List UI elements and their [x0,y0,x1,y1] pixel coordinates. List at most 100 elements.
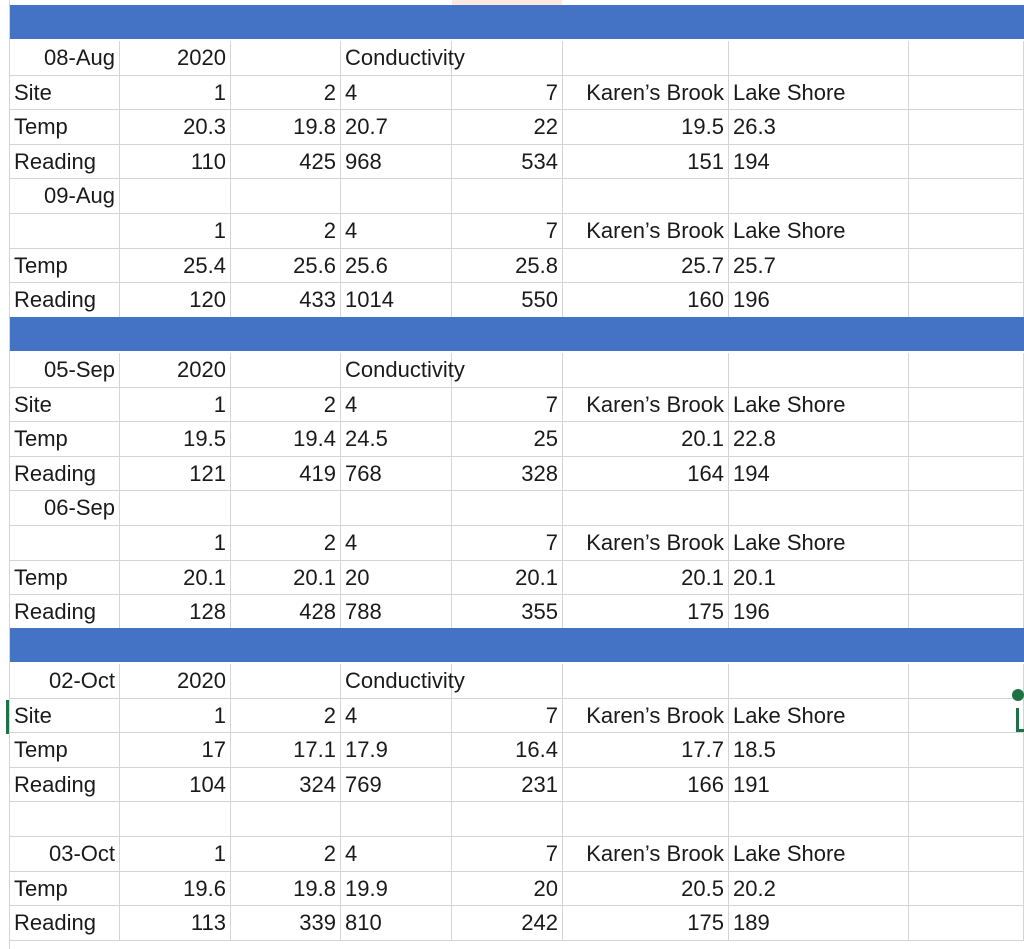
cell-site-4[interactable]: Conductivity [341,664,465,699]
cell-lake-shore[interactable] [729,802,909,837]
cell-lake-shore[interactable] [729,353,909,388]
cell-site-7[interactable]: 7 [452,837,563,872]
cell-empty[interactable] [909,733,1024,768]
cell-karens-brook[interactable] [563,664,729,699]
cell-empty[interactable] [909,560,1024,596]
cell-site-4[interactable] [341,179,452,214]
cell-site-7[interactable]: 231 [452,767,563,803]
cell-empty[interactable] [909,491,1024,526]
cell-site-7[interactable]: 328 [452,456,563,492]
cell-label[interactable]: Reading [10,767,120,803]
cell-karens-brook[interactable] [563,802,729,837]
cell-label[interactable]: Temp [10,733,120,768]
cell-lake-shore[interactable]: Lake Shore [729,526,909,561]
cell-site-2[interactable]: 419 [231,456,341,492]
cell-site-4[interactable]: 769 [341,767,452,803]
cell-site-7[interactable] [452,664,563,699]
cell-empty[interactable] [909,837,1024,872]
cell-site-7[interactable]: 20.1 [452,560,563,596]
cell-site-2[interactable]: 2 [231,75,341,111]
cell-site-2[interactable]: 2 [231,837,341,872]
cell-site-1[interactable]: 19.6 [120,871,231,907]
cell-lake-shore[interactable]: 196 [729,283,909,318]
cell-site-4[interactable]: 19.9 [341,871,452,907]
cell-site-1[interactable]: 20.1 [120,560,231,596]
cell-site-2[interactable]: 433 [231,283,341,318]
cell-site-1[interactable]: 1 [120,698,231,734]
cell-site-1[interactable]: 25.4 [120,248,231,284]
cell-site-4[interactable]: 4 [341,387,452,423]
cell-label[interactable]: Site [10,698,120,734]
cell-site-2[interactable] [231,41,341,76]
cell-site-4[interactable]: 968 [341,144,452,180]
cell-lake-shore[interactable]: Lake Shore [729,387,909,423]
cell-label[interactable]: Reading [10,456,120,492]
cell-site-4[interactable]: 24.5 [341,422,452,457]
cell-empty[interactable] [909,214,1024,249]
cell-site-1[interactable]: 110 [120,144,231,180]
cell-site-2[interactable]: 19.8 [231,110,341,145]
cell-label[interactable]: Temp [10,110,120,145]
cell-site-4[interactable]: 768 [341,456,452,492]
cell-lake-shore[interactable]: 194 [729,144,909,180]
cell-site-2[interactable]: 2 [231,526,341,561]
cell-site-7[interactable]: 7 [452,698,563,734]
cell-karens-brook[interactable]: 19.5 [563,110,729,145]
cell-site-1[interactable] [120,491,231,526]
cell-site-2[interactable]: 2 [231,214,341,249]
cell-site-1[interactable]: 2020 [120,41,231,76]
cell-label[interactable]: Reading [10,144,120,180]
cell-site-1[interactable]: 1 [120,214,231,249]
cell-lake-shore[interactable]: 20.2 [729,871,909,907]
cell-label[interactable]: Reading [10,283,120,318]
cell-site-7[interactable]: 22 [452,110,563,145]
cell-site-1[interactable]: 2020 [120,664,231,699]
cell-karens-brook[interactable]: 25.7 [563,248,729,284]
cell-label[interactable]: Site [10,387,120,423]
cell-site-1[interactable] [120,179,231,214]
cell-karens-brook[interactable]: Karen’s Brook [563,214,729,249]
cell-karens-brook[interactable] [563,353,729,388]
cell-site-4[interactable]: 810 [341,906,452,941]
cell-site-1[interactable]: 113 [120,906,231,941]
cell-karens-brook[interactable] [563,491,729,526]
cell-karens-brook[interactable]: 151 [563,144,729,180]
cell-site-7[interactable]: 242 [452,906,563,941]
cell-karens-brook[interactable]: 175 [563,595,729,630]
cell-empty[interactable] [909,353,1024,388]
cell-site-1[interactable]: 1 [120,526,231,561]
cell-site-7[interactable]: 16.4 [452,733,563,768]
cell-empty[interactable] [909,248,1024,284]
selection-fill-handle[interactable] [1012,689,1024,701]
cell-site-1[interactable]: 1 [120,387,231,423]
cell-label[interactable]: Reading [10,595,120,630]
cell-site-1[interactable]: 17 [120,733,231,768]
cell-site-2[interactable] [231,353,341,388]
cell-site-2[interactable] [231,664,341,699]
cell-site-4[interactable]: 4 [341,837,452,872]
cell-karens-brook[interactable]: Karen’s Brook [563,387,729,423]
cell-empty[interactable] [909,144,1024,180]
cell-lake-shore[interactable]: 191 [729,767,909,803]
cell-karens-brook[interactable]: 175 [563,906,729,941]
cell-empty[interactable] [909,456,1024,492]
cell-site-4[interactable]: 4 [341,75,452,111]
cell-empty[interactable] [909,41,1024,76]
cell-karens-brook[interactable]: 20.1 [563,422,729,457]
cell-lake-shore[interactable]: Lake Shore [729,837,909,872]
cell-site-7[interactable]: 534 [452,144,563,180]
cell-lake-shore[interactable]: Lake Shore [729,698,909,734]
cell-empty[interactable] [909,110,1024,145]
cell-label[interactable] [10,526,120,561]
cell-site-2[interactable]: 425 [231,144,341,180]
cell-site-4[interactable]: 20.7 [341,110,452,145]
cell-label[interactable] [10,802,120,837]
cell-lake-shore[interactable]: 26.3 [729,110,909,145]
cell-lake-shore[interactable]: 194 [729,456,909,492]
cell-site-2[interactable] [231,179,341,214]
cell-site-4[interactable]: 788 [341,595,452,630]
cell-site-4[interactable]: 4 [341,214,452,249]
cell-site-7[interactable]: 25.8 [452,248,563,284]
cell-karens-brook[interactable] [563,41,729,76]
cell-site-1[interactable]: 120 [120,283,231,318]
